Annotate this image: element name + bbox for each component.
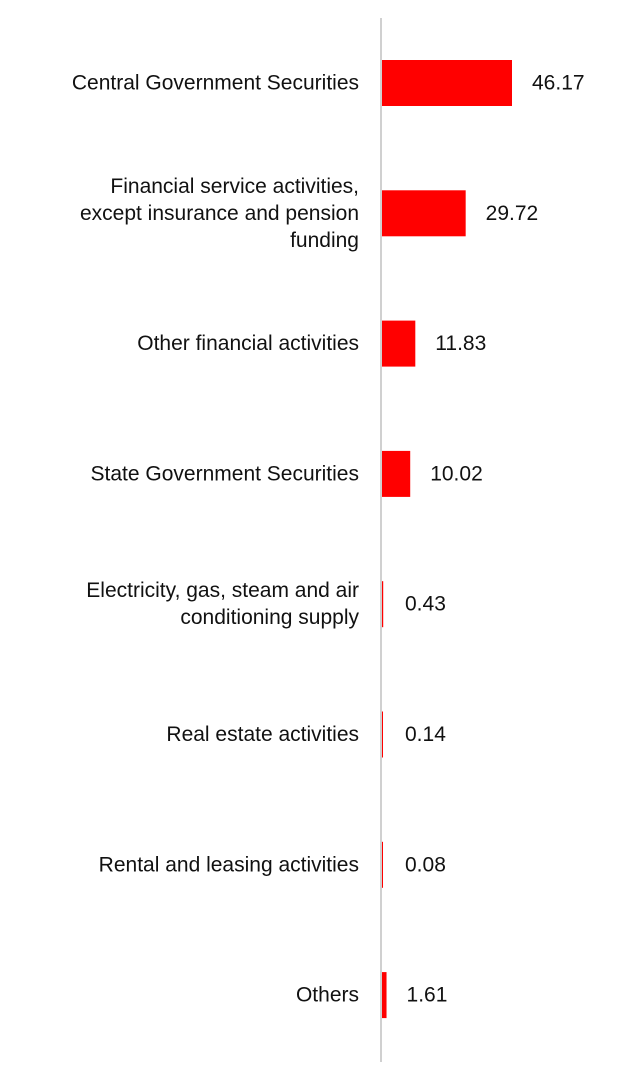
category-label-line: Real estate activities bbox=[166, 723, 359, 746]
category-label-line: State Government Securities bbox=[91, 462, 359, 485]
category-label-0: Central Government Securities bbox=[72, 72, 359, 95]
value-label-0: 46.17 bbox=[532, 72, 585, 95]
bar-3 bbox=[382, 450, 411, 497]
category-label-line: conditioning supply bbox=[180, 606, 359, 629]
bars-group bbox=[382, 60, 512, 1019]
category-label-2: Other financial activities bbox=[137, 332, 359, 355]
category-label-1: Financial service activities, except insu… bbox=[80, 175, 359, 252]
bar-4 bbox=[382, 581, 384, 628]
value-labels-group: 46.17 29.72 11.83 10.02 0.43 0.14 0.08 1.61 bbox=[405, 72, 585, 1007]
category-label-line: Financial service activities, bbox=[110, 175, 359, 198]
bar-2 bbox=[382, 320, 416, 367]
category-labels-group: Central Government Securities Financial s… bbox=[72, 72, 360, 1007]
category-label-line: Rental and leasing activities bbox=[99, 853, 359, 876]
value-label-1: 29.72 bbox=[486, 202, 539, 225]
bar-6 bbox=[382, 841, 383, 888]
value-label-6: 0.08 bbox=[405, 853, 446, 876]
value-label-4: 0.43 bbox=[405, 593, 446, 616]
bar-7 bbox=[382, 972, 387, 1019]
category-label-7: Others bbox=[296, 984, 359, 1007]
category-label-3: State Government Securities bbox=[91, 462, 359, 485]
value-label-7: 1.61 bbox=[407, 984, 448, 1007]
category-label-line: Electricity, gas, steam and air bbox=[86, 579, 359, 602]
value-label-5: 0.14 bbox=[405, 723, 446, 746]
bar-1 bbox=[382, 190, 466, 237]
category-label-line: except insurance and pension bbox=[80, 202, 359, 225]
category-label-line: funding bbox=[290, 229, 359, 252]
category-label-5: Real estate activities bbox=[166, 723, 359, 746]
category-label-6: Rental and leasing activities bbox=[99, 853, 359, 876]
value-label-2: 11.83 bbox=[435, 332, 486, 355]
category-label-line: Others bbox=[296, 984, 359, 1007]
category-label-line: Other financial activities bbox=[137, 332, 359, 355]
value-label-3: 10.02 bbox=[430, 462, 483, 485]
bar-5 bbox=[382, 711, 383, 758]
category-label-4: Electricity, gas, steam and air condition… bbox=[86, 579, 359, 629]
category-label-line: Central Government Securities bbox=[72, 72, 359, 95]
bar-0 bbox=[382, 60, 512, 106]
